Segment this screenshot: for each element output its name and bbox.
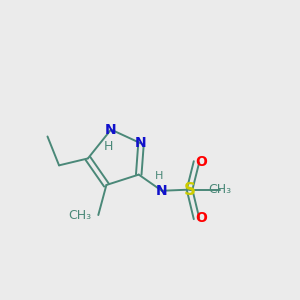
Text: N: N <box>105 123 117 136</box>
Text: CH₃: CH₃ <box>208 183 231 196</box>
Text: O: O <box>195 155 207 169</box>
Text: N: N <box>135 136 147 150</box>
Text: O: O <box>195 212 207 226</box>
Text: H: H <box>104 140 113 153</box>
Text: CH₃: CH₃ <box>68 208 92 221</box>
Text: N: N <box>156 184 168 198</box>
Text: H: H <box>155 171 164 181</box>
Text: S: S <box>184 181 196 199</box>
